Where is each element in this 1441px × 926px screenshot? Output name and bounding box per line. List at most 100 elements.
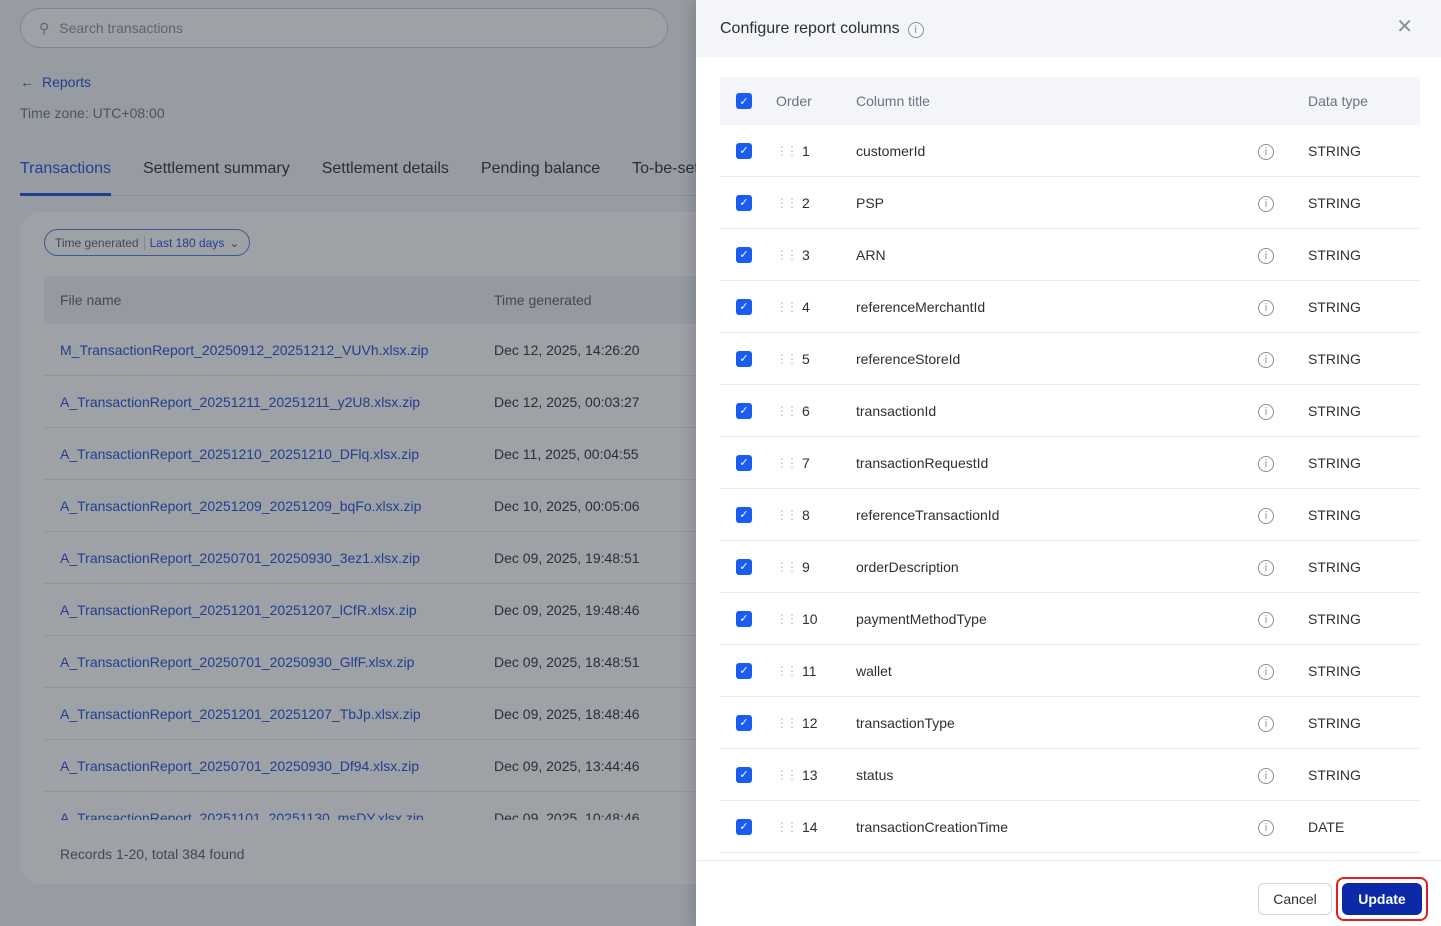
file-link[interactable]: A_TransactionReport_20251201_20251207_Tb… (60, 705, 421, 722)
drag-handle-icon[interactable]: ⋮⋮ (776, 507, 798, 522)
column-title: transactionId (856, 402, 937, 419)
data-type: STRING (1308, 766, 1361, 783)
drag-handle-icon[interactable]: ⋮⋮ (776, 715, 798, 730)
drag-handle-icon[interactable]: ⋮⋮ (776, 559, 798, 574)
info-icon[interactable]: i (1258, 558, 1308, 576)
file-link[interactable]: A_TransactionReport_20251210_20251210_DF… (60, 445, 420, 462)
column-row: ✓ ⋮⋮ 5 referenceStoreId i STRING (720, 333, 1420, 385)
data-type: DATE (1308, 818, 1345, 835)
column-title: ARN (856, 246, 886, 263)
column-order: 2 (802, 194, 810, 211)
column-checkbox[interactable]: ✓ (736, 454, 752, 471)
info-icon[interactable]: i (1258, 454, 1308, 472)
column-title: transactionType (856, 714, 955, 731)
info-icon[interactable]: i (1258, 506, 1308, 524)
file-link[interactable]: A_TransactionReport_20251201_20251207_lC… (60, 601, 417, 618)
modal-overlay[interactable] (0, 0, 696, 926)
info-icon[interactable]: i (1258, 818, 1308, 836)
data-type: STRING (1308, 142, 1361, 159)
column-checkbox[interactable]: ✓ (736, 662, 752, 679)
data-type: STRING (1308, 454, 1361, 471)
info-icon[interactable]: i (1258, 298, 1308, 316)
file-link[interactable]: A_TransactionReport_20251101_20251130_ms… (60, 809, 424, 821)
table-row: A_TransactionReport_20250701_20250930_Gl… (44, 636, 740, 688)
column-title: customerId (856, 142, 926, 159)
info-icon[interactable]: i (1258, 766, 1308, 784)
select-all-checkbox[interactable]: ✓ (736, 93, 752, 109)
drag-handle-icon[interactable]: ⋮⋮ (776, 455, 798, 470)
info-icon[interactable]: i (1258, 246, 1308, 264)
column-checkbox[interactable]: ✓ (736, 766, 752, 783)
drag-handle-icon[interactable]: ⋮⋮ (776, 351, 798, 366)
column-checkbox[interactable]: ✓ (736, 142, 752, 159)
drag-handle-icon[interactable]: ⋮⋮ (776, 611, 798, 626)
info-icon[interactable]: i (907, 20, 924, 38)
file-link[interactable]: A_TransactionReport_20251211_20251211_y2… (60, 393, 421, 410)
drag-handle-icon[interactable]: ⋮⋮ (776, 663, 798, 678)
info-icon[interactable]: i (1258, 142, 1308, 160)
drag-handle-icon[interactable]: ⋮⋮ (776, 403, 798, 418)
tab-pending-balance[interactable]: Pending balance (480, 160, 601, 177)
cancel-button[interactable]: Cancel (1258, 883, 1332, 915)
drag-handle-icon[interactable]: ⋮⋮ (776, 195, 798, 210)
column-title: referenceTransactionId (856, 506, 1000, 523)
time-filter[interactable]: Time generated Last 180 days ⌄ (44, 229, 251, 256)
records-count: Records 1-20, total 384 found (60, 846, 245, 862)
column-checkbox[interactable]: ✓ (736, 350, 752, 367)
filter-value: Last 180 days (149, 235, 225, 250)
time-generated: Dec 09, 2025, 10:48:46 (494, 809, 640, 821)
drag-handle-icon[interactable]: ⋮⋮ (776, 299, 798, 314)
file-link[interactable]: A_TransactionReport_20250701_20250930_3e… (60, 549, 420, 566)
drag-handle-icon[interactable]: ⋮⋮ (776, 143, 798, 158)
tab-transactions[interactable]: Transactions (20, 160, 111, 196)
info-icon[interactable]: i (1258, 350, 1308, 368)
info-icon[interactable]: i (1258, 194, 1308, 212)
time-generated: Dec 10, 2025, 00:05:06 (494, 497, 640, 514)
drag-handle-icon[interactable]: ⋮⋮ (776, 767, 798, 782)
file-link[interactable]: A_TransactionReport_20251209_20251209_bq… (60, 497, 422, 514)
reports-card: Time generated Last 180 days ⌄ File name… (20, 212, 740, 884)
column-title: transactionCreationTime (856, 818, 1008, 835)
column-checkbox[interactable]: ✓ (736, 610, 752, 627)
info-icon[interactable]: i (1258, 610, 1308, 628)
column-order: 11 (802, 662, 817, 679)
column-row: ✓ ⋮⋮ 10 paymentMethodType i STRING (720, 593, 1420, 645)
columns-table-body: ✓ ⋮⋮ 1 customerId i STRING ✓ ⋮⋮ 2 PSP i STRING ✓ ⋮⋮ 3 A… (720, 125, 1420, 860)
column-checkbox[interactable]: ✓ (736, 298, 752, 315)
column-order: 5 (802, 350, 810, 367)
columns-table-header: ✓ Order Column title Data type (720, 77, 1420, 125)
table-row: A_TransactionReport_20250701_20250930_Df… (44, 740, 740, 792)
header-data-type: Data type (1308, 93, 1368, 109)
column-checkbox[interactable]: ✓ (736, 558, 752, 575)
info-icon[interactable]: i (1258, 714, 1308, 732)
file-link[interactable]: A_TransactionReport_20250701_20250930_Df… (60, 757, 420, 774)
table-header: File name Time generated (44, 276, 740, 324)
column-checkbox[interactable]: ✓ (736, 714, 752, 731)
search-input[interactable]: ⚲ Search transactions (20, 8, 668, 48)
info-icon[interactable]: i (1258, 662, 1308, 680)
update-button[interactable]: Update (1342, 883, 1422, 915)
column-checkbox[interactable]: ✓ (736, 818, 752, 835)
back-link[interactable]: ← Reports (20, 74, 91, 90)
file-link[interactable]: A_TransactionReport_20250701_20250930_Gl… (60, 653, 415, 670)
tab-settlement-summary[interactable]: Settlement summary (143, 160, 290, 177)
column-checkbox[interactable]: ✓ (736, 402, 752, 419)
column-title: PSP (856, 194, 885, 211)
close-icon[interactable]: ✕ (1396, 16, 1413, 38)
info-icon[interactable]: i (1258, 402, 1308, 420)
data-type: STRING (1308, 194, 1361, 211)
column-checkbox[interactable]: ✓ (736, 194, 752, 211)
drag-handle-icon[interactable]: ⋮⋮ (776, 247, 798, 262)
drag-handle-icon[interactable]: ⋮⋮ (776, 819, 798, 834)
column-order: 8 (802, 506, 810, 523)
update-button-highlight: Update (1336, 877, 1428, 921)
table-row: M_TransactionReport_20250912_20251212_VU… (44, 324, 740, 376)
column-checkbox[interactable]: ✓ (736, 506, 752, 523)
column-checkbox[interactable]: ✓ (736, 246, 752, 263)
tab-to-be-settled[interactable]: To-be-settl (632, 160, 707, 177)
chevron-down-icon: ⌄ (229, 235, 240, 250)
tab-settlement-details[interactable]: Settlement details (321, 160, 449, 177)
file-link[interactable]: M_TransactionReport_20250912_20251212_VU… (60, 341, 429, 358)
time-generated: Dec 09, 2025, 19:48:46 (494, 601, 640, 618)
time-generated: Dec 11, 2025, 00:04:55 (494, 445, 639, 462)
